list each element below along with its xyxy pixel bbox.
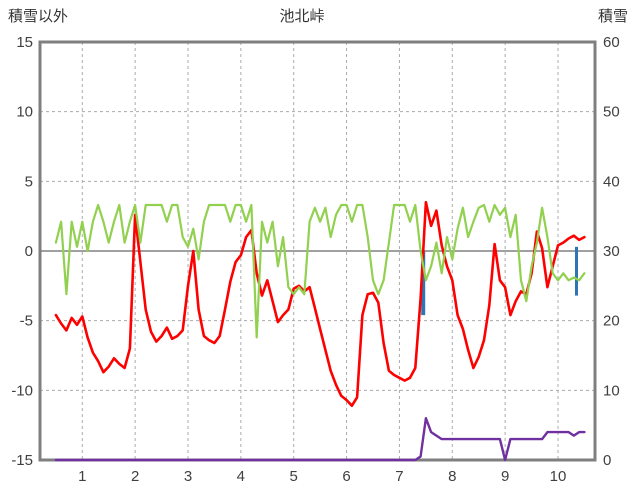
left-tick-label: -5 [20, 313, 33, 330]
left-tick-label: -15 [11, 452, 33, 469]
right-tick-label: 0 [603, 452, 611, 469]
x-tick-label: 3 [184, 468, 192, 485]
series-purple-line [54, 417, 586, 462]
left-tick-label: 10 [16, 104, 33, 121]
series-green-line [54, 203, 586, 339]
x-tick-label: 1 [78, 468, 86, 485]
right-axis-title: 積雪 [598, 8, 628, 25]
chart-title: 池北峠 [279, 8, 324, 25]
right-tick-label: 20 [603, 313, 620, 330]
x-tick-label: 8 [448, 468, 456, 485]
left-tick-label: -10 [11, 382, 33, 399]
right-tick-label: 40 [603, 173, 620, 190]
right-tick-label: 10 [603, 382, 620, 399]
x-tick-label: 7 [395, 468, 403, 485]
x-tick-label: 2 [131, 468, 139, 485]
x-tick-label: 4 [237, 468, 245, 485]
right-tick-label: 30 [603, 243, 620, 260]
left-axis-title: 積雪以外 [8, 8, 68, 25]
x-tick-label: 10 [550, 468, 567, 485]
left-tick-label: 5 [25, 173, 33, 190]
series-lines [54, 200, 586, 462]
left-tick-label: 15 [16, 34, 33, 51]
x-tick-label: 5 [290, 468, 298, 485]
right-tick-label: 60 [603, 34, 620, 51]
x-tick-label: 9 [501, 468, 509, 485]
gridlines [40, 42, 595, 460]
left-tick-label: 0 [25, 243, 33, 260]
x-tick-label: 6 [342, 468, 350, 485]
right-tick-label: 50 [603, 104, 620, 121]
series-red-line [54, 200, 586, 408]
